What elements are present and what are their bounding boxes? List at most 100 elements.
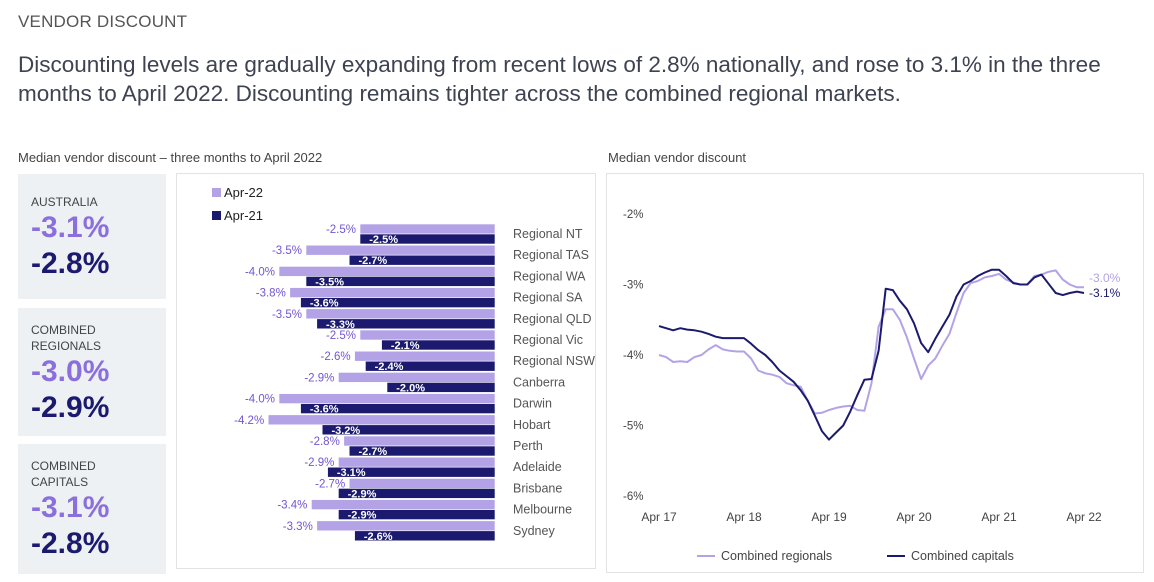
bar-value-label: -2.9% <box>348 510 377 522</box>
bar-value-label: -3.6% <box>310 298 339 310</box>
category-label: Regional TAS <box>513 248 589 262</box>
y-tick-label: -5% <box>623 421 643 433</box>
bar-value-label: -2.8% <box>310 436 340 448</box>
x-tick-label: Apr 18 <box>726 510 762 524</box>
bar-value-label: -2.9% <box>304 457 334 469</box>
bar-apr-21 <box>359 233 496 245</box>
bar-value-label: -2.1% <box>391 340 420 352</box>
category-label: Regional WA <box>513 269 586 283</box>
stat-label: AUSTRALIA <box>31 195 98 209</box>
bar-value-label: -2.9% <box>348 488 377 500</box>
bar-apr-21 <box>381 339 496 351</box>
bar-apr-22 <box>278 393 496 404</box>
bar-apr-22 <box>359 329 496 341</box>
stat-label: COMBINED REGIONALS <box>31 323 102 353</box>
bar-apr-22 <box>316 520 496 532</box>
y-tick-label: -4% <box>623 350 643 362</box>
bar-value-label: -2.7% <box>315 478 345 490</box>
bar-value-label: -4.0% <box>245 266 275 278</box>
bar-apr-21 <box>348 445 496 457</box>
bar-value-label: -2.7% <box>358 446 387 458</box>
x-tick-label: Apr 20 <box>896 510 932 524</box>
category-label: Hobart <box>513 418 551 432</box>
bar-value-label: -2.6% <box>364 531 393 543</box>
bar-apr-21 <box>386 382 496 393</box>
legend-swatch-apr-22 <box>212 188 221 197</box>
bar-chart-title: Median vendor discount – three months to… <box>18 150 323 165</box>
series-line-capitals <box>658 268 1085 441</box>
legend-label: Apr-22 <box>224 185 263 200</box>
bar-value-label: -2.9% <box>304 372 334 384</box>
section-kicker: VENDOR DISCOUNT <box>18 12 188 31</box>
category-label: Adelaide <box>513 460 562 474</box>
bar-value-label: -2.4% <box>375 361 404 373</box>
bar-apr-21 <box>338 488 496 499</box>
line-chart-panel: -2% -3% -4% -5% -6% Apr 17 Apr 18 Apr 19 Apr 20 A… <box>606 173 1144 573</box>
bar-value-label: -3.5% <box>272 245 302 257</box>
category-label: Canberra <box>513 375 565 389</box>
bar-value-label: -2.5% <box>326 330 356 342</box>
bar-apr-21 <box>327 466 496 478</box>
bar-apr-21 <box>321 424 496 436</box>
stat-card-australia: AUSTRALIA -3.1% -2.8% <box>18 174 166 299</box>
bar-value-label: -3.8% <box>256 288 286 300</box>
x-tick-label: Apr 21 <box>981 510 1017 524</box>
y-tick-label: -3% <box>623 280 643 292</box>
category-label: Regional SA <box>513 291 583 305</box>
category-label: Regional NSW <box>513 354 595 368</box>
bar-value-label: -3.5% <box>315 276 344 288</box>
bar-value-label: -2.0% <box>396 382 425 394</box>
bar-apr-21 <box>300 403 496 414</box>
bar-apr-22 <box>267 414 496 426</box>
bar-apr-22 <box>348 478 496 489</box>
bar-apr-22 <box>289 287 496 298</box>
bar-chart-panel: Apr-22 Apr-21 -2.5% -2.5% Regional NT -3.5% -2… <box>176 173 596 569</box>
bar-value-label: -3.3% <box>326 319 355 331</box>
stat-current: -3.0% <box>31 355 110 388</box>
category-label: Brisbane <box>513 481 562 495</box>
bar-apr-21 <box>305 276 496 287</box>
bar-apr-22 <box>338 372 496 383</box>
bar-apr-21 <box>365 360 496 372</box>
bar-apr-22 <box>343 435 496 447</box>
x-tick-label: Apr 19 <box>811 510 847 524</box>
x-tick-label: Apr 22 <box>1066 510 1102 524</box>
category-label: Regional Vic <box>513 333 583 347</box>
y-tick-label: -6% <box>623 491 643 503</box>
legend-label: Combined regionals <box>721 549 832 563</box>
y-tick-label: -2% <box>623 209 643 221</box>
stat-previous: -2.8% <box>31 527 110 560</box>
bar-value-label: -3.2% <box>331 425 360 437</box>
bar-value-label: -3.1% <box>337 467 366 479</box>
line-chart-title: Median vendor discount <box>608 150 747 165</box>
bar-apr-22 <box>311 499 496 510</box>
series-line-regionals <box>658 269 1084 415</box>
category-label: Melbourne <box>513 503 572 517</box>
stat-label: COMBINED CAPITALS <box>31 459 96 489</box>
stat-card-capitals: COMBINED CAPITALS -3.1% -2.8% <box>18 444 166 574</box>
bar-apr-21 <box>348 254 496 266</box>
bar-value-label: -2.6% <box>321 351 351 363</box>
bar-apr-22 <box>359 223 496 235</box>
stat-previous: -2.8% <box>31 247 110 280</box>
stat-previous: -2.9% <box>31 391 110 424</box>
bar-value-label: -2.5% <box>326 224 356 236</box>
category-label: Regional QLD <box>513 312 592 326</box>
end-value-label: -3.1% <box>1089 286 1121 300</box>
bar-apr-22 <box>305 244 496 256</box>
bar-value-label: -4.2% <box>234 415 264 427</box>
bar-apr-22 <box>305 308 496 320</box>
stat-card-regionals: COMBINED REGIONALS -3.0% -2.9% <box>18 308 166 436</box>
category-label: Perth <box>513 439 543 453</box>
bar-value-label: -3.6% <box>310 404 339 416</box>
category-label: Sydney <box>513 524 555 538</box>
bar-value-label: -4.0% <box>245 394 275 406</box>
bar-apr-21 <box>338 509 496 520</box>
stat-current: -3.1% <box>31 491 110 524</box>
x-tick-label: Apr 17 <box>641 510 677 524</box>
category-label: Darwin <box>513 397 552 411</box>
bar-value-label: -2.5% <box>369 234 398 246</box>
legend-label: Apr-21 <box>224 208 263 223</box>
category-label: Regional NT <box>513 227 583 241</box>
end-value-label: -3.0% <box>1089 271 1121 285</box>
